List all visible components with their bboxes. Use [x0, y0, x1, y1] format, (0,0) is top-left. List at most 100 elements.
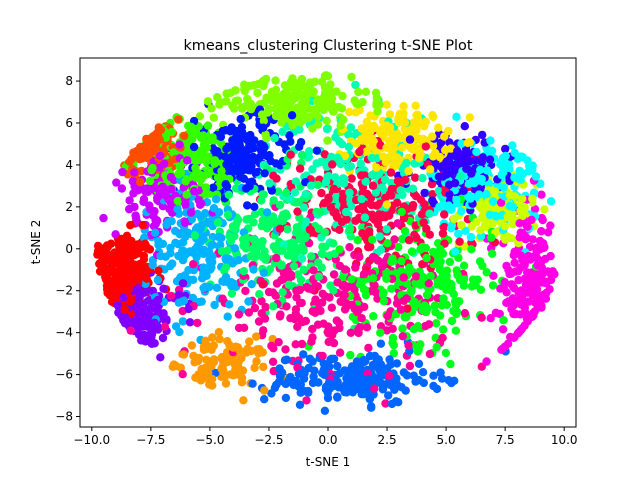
data-point: [381, 399, 390, 408]
data-point: [216, 132, 226, 141]
data-point: [208, 133, 217, 142]
data-point: [134, 249, 143, 258]
data-point: [244, 166, 253, 175]
data-point: [405, 361, 415, 371]
data-point: [106, 239, 116, 248]
data-point: [467, 245, 476, 254]
data-point: [224, 190, 233, 199]
data-point: [272, 279, 282, 288]
data-point: [232, 365, 241, 374]
data-point: [307, 252, 316, 261]
data-point: [174, 115, 183, 124]
data-point: [226, 162, 235, 171]
data-point: [370, 384, 379, 393]
data-point: [385, 110, 395, 119]
y-tick-label: −6: [55, 368, 73, 382]
data-point: [314, 224, 324, 233]
data-point: [422, 253, 431, 263]
data-point: [125, 157, 134, 166]
data-point: [398, 234, 407, 244]
data-point: [339, 189, 348, 198]
data-point: [193, 356, 203, 366]
data-point: [411, 101, 420, 110]
data-point: [428, 190, 437, 199]
data-point: [360, 213, 370, 222]
data-point: [510, 148, 519, 158]
data-point: [357, 390, 366, 399]
y-tick-label: −4: [55, 326, 73, 340]
data-point: [327, 303, 336, 312]
data-point: [236, 114, 245, 124]
data-point: [331, 208, 340, 217]
data-point: [376, 339, 386, 348]
data-point: [359, 270, 369, 279]
data-point: [301, 316, 310, 326]
data-point: [351, 80, 360, 90]
data-point: [150, 228, 160, 237]
data-point: [215, 335, 224, 344]
data-point: [344, 142, 353, 152]
data-point: [178, 317, 188, 326]
data-point: [210, 159, 219, 168]
data-point: [137, 333, 146, 342]
data-point: [425, 230, 434, 239]
data-point: [268, 357, 278, 366]
data-point: [286, 150, 295, 159]
data-point: [408, 184, 418, 193]
data-point: [158, 333, 168, 343]
data-point: [363, 122, 372, 132]
data-point: [207, 361, 216, 371]
data-point: [501, 151, 510, 161]
data-point: [248, 379, 257, 388]
data-point: [463, 138, 472, 148]
data-point: [299, 265, 308, 274]
data-point: [414, 345, 423, 354]
data-point: [351, 108, 361, 117]
data-point: [249, 265, 258, 274]
data-point: [379, 130, 388, 139]
data-point: [223, 210, 233, 219]
data-point: [244, 297, 253, 306]
data-point: [347, 275, 356, 284]
data-point: [385, 189, 395, 199]
data-point: [354, 87, 363, 97]
data-point: [316, 208, 325, 217]
data-point: [400, 118, 410, 127]
data-point: [460, 122, 469, 131]
data-point: [293, 207, 302, 216]
data-point: [193, 318, 202, 328]
data-point: [502, 288, 511, 297]
data-point: [358, 201, 368, 210]
data-point: [383, 239, 392, 248]
data-point: [178, 279, 188, 288]
data-point: [155, 189, 164, 198]
data-point: [259, 268, 269, 277]
data-point: [295, 298, 305, 308]
data-point: [308, 307, 317, 316]
data-point: [225, 232, 234, 241]
data-point: [508, 141, 517, 150]
data-point: [320, 406, 330, 415]
data-point: [281, 188, 291, 197]
data-point: [145, 135, 154, 145]
data-point: [402, 371, 412, 380]
data-point: [259, 326, 268, 335]
data-point: [409, 325, 419, 334]
data-point: [330, 270, 339, 279]
data-point: [369, 312, 378, 321]
data-point: [286, 194, 295, 204]
data-point: [218, 294, 227, 303]
data-point: [192, 154, 202, 163]
data-point: [336, 297, 345, 306]
data-point: [407, 287, 416, 297]
data-point: [264, 104, 273, 114]
data-point: [336, 121, 345, 130]
data-point: [289, 245, 298, 254]
data-point: [437, 374, 447, 383]
data-point: [490, 187, 499, 196]
data-point: [320, 228, 330, 237]
data-point: [345, 107, 354, 117]
data-point: [421, 142, 430, 151]
data-point: [425, 349, 435, 359]
data-point: [476, 232, 486, 241]
